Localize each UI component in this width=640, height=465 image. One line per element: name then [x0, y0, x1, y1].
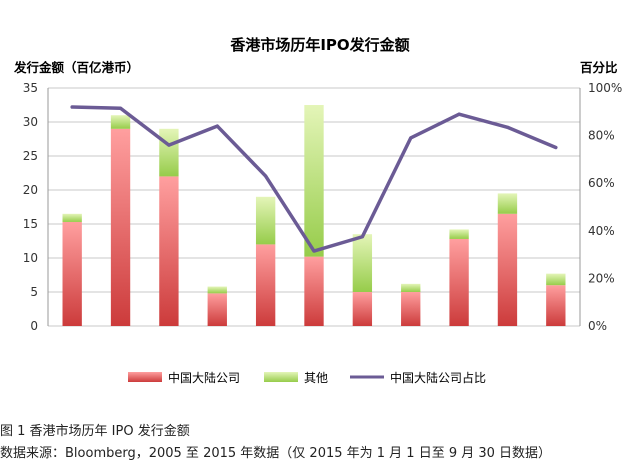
y2-tick-label: 0%	[588, 319, 607, 333]
bar-other	[304, 105, 324, 257]
y2-tick-label: 80%	[588, 129, 615, 143]
line-point	[312, 249, 316, 253]
bar-other	[449, 229, 469, 239]
bar-other	[546, 273, 566, 286]
y2-tick-label: 40%	[588, 224, 615, 238]
left-axis-ticks: 0 5 10 15 20 25 30 35	[23, 81, 38, 333]
line-point	[70, 105, 74, 109]
line-point	[409, 136, 413, 140]
bar-mainland	[352, 292, 373, 326]
line-point	[505, 125, 509, 129]
y-tick-label: 30	[23, 115, 38, 129]
y-tick-label: 0	[30, 319, 38, 333]
legend-label-ratio: 中国大陆公司占比	[390, 370, 486, 385]
legend-label-mainland: 中国大陆公司	[168, 370, 240, 385]
right-axis-ticks: 0% 20% 40% 60% 80% 100%	[588, 81, 622, 333]
bar-other	[497, 193, 518, 214]
bar-other	[159, 128, 179, 177]
bar-mainland	[401, 292, 421, 326]
bars	[62, 105, 566, 326]
bar-other	[255, 196, 276, 245]
y-tick-label: 20	[23, 183, 38, 197]
ratio-line	[70, 105, 558, 253]
legend-swatch-mainland	[128, 372, 162, 382]
line-point	[119, 106, 123, 110]
bar-mainland	[546, 285, 566, 326]
bar-mainland	[207, 293, 227, 326]
bar-other	[401, 283, 421, 292]
line-point	[457, 112, 461, 116]
y2-tick-label: 100%	[588, 81, 622, 95]
source-note: 数据来源：Bloomberg，2005 至 2015 年数据（仅 2015 年为…	[0, 446, 552, 461]
bar-mainland	[304, 256, 324, 326]
bar-mainland	[255, 244, 276, 326]
line-point	[264, 174, 268, 178]
y-axis-title: 发行金额（百亿港币）	[13, 60, 139, 75]
y2-axis-title: 百分比	[580, 60, 618, 75]
bar-other	[62, 213, 82, 222]
legend-label-other: 其他	[304, 371, 328, 385]
y-tick-label: 10	[23, 251, 38, 265]
y-tick-label: 5	[30, 285, 38, 299]
line-point	[167, 143, 171, 147]
chart-title: 香港市场历年IPO发行金额	[230, 36, 409, 54]
line-point	[360, 235, 364, 239]
legend: 中国大陆公司 其他 中国大陆公司占比	[128, 370, 486, 385]
legend-swatch-other	[264, 372, 298, 382]
bar-other	[352, 234, 373, 292]
y-tick-label: 35	[23, 81, 38, 95]
chart: 香港市场历年IPO发行金额 发行金额（百亿港币） 百分比 0 5 10 15 20 25 3…	[13, 36, 622, 385]
line-point	[215, 124, 219, 128]
bar-mainland	[449, 238, 469, 326]
bar-other	[207, 286, 227, 294]
y2-tick-label: 20%	[588, 271, 615, 285]
bar-other	[110, 115, 131, 129]
line-point	[554, 146, 558, 149]
bar-mainland	[62, 221, 82, 326]
figure-caption: 图 1 香港市场历年 IPO 发行金额	[0, 424, 190, 439]
y-tick-label: 25	[23, 149, 38, 163]
bar-mainland	[159, 176, 179, 326]
bar-mainland	[110, 128, 131, 326]
y2-tick-label: 60%	[588, 176, 615, 190]
bar-mainland	[497, 213, 518, 326]
y-tick-label: 15	[23, 217, 38, 231]
